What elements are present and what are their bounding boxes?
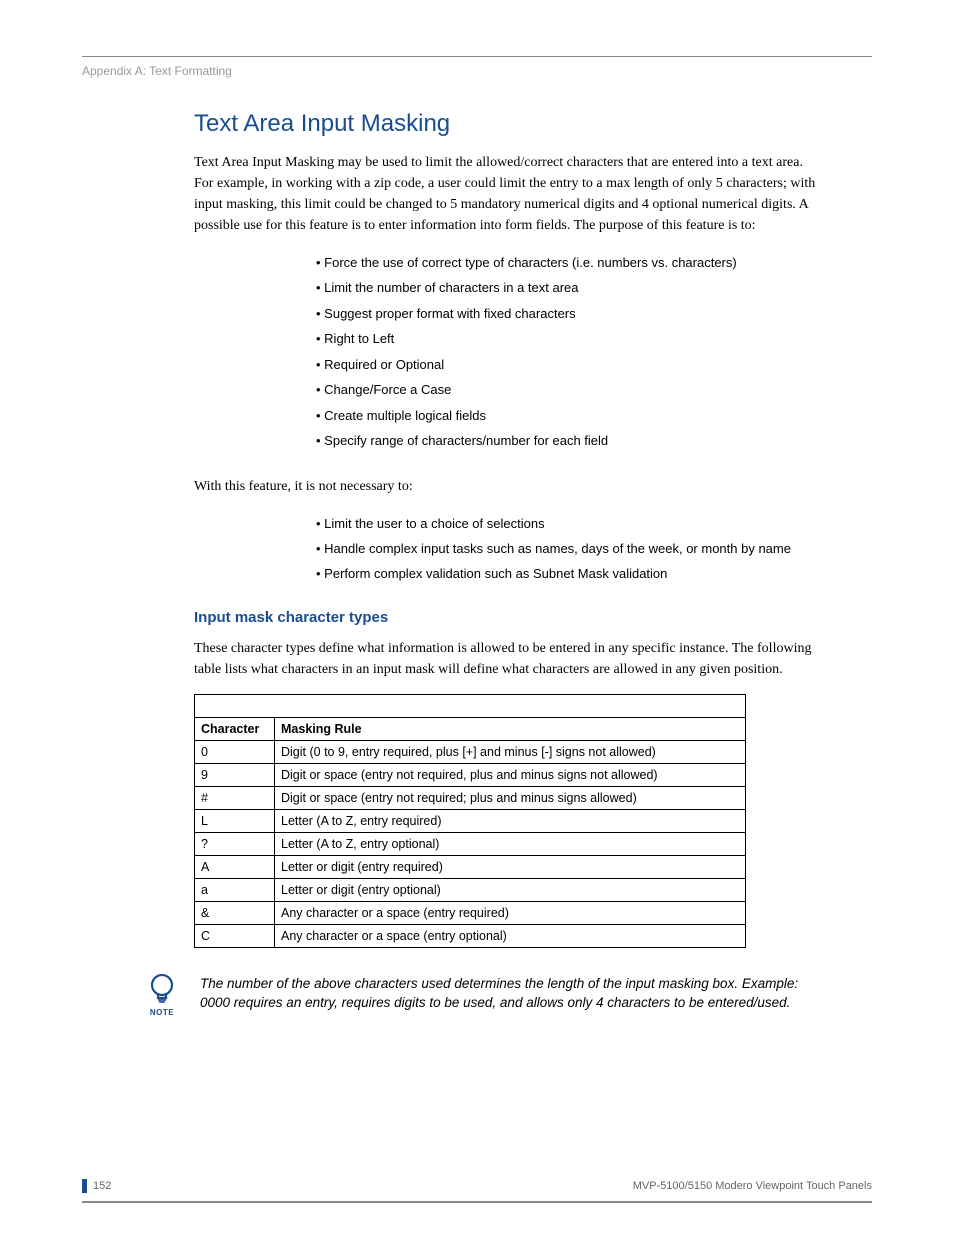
footer-left: 152 xyxy=(82,1179,111,1193)
cell-rule: Any character or a space (entry required… xyxy=(275,901,746,924)
list-item: Specify range of characters/number for e… xyxy=(316,428,824,453)
cell-char: ? xyxy=(195,832,275,855)
note-text: The number of the above characters used … xyxy=(200,972,824,1013)
list-item: Limit the user to a choice of selections xyxy=(316,511,824,536)
not-necessary-list: Limit the user to a choice of selections… xyxy=(316,511,824,587)
cell-rule: Digit or space (entry not required, plus… xyxy=(275,763,746,786)
bottom-rule xyxy=(82,1201,872,1203)
table-row: 9Digit or space (entry not required, plu… xyxy=(195,763,746,786)
note-block: NOTE The number of the above characters … xyxy=(142,972,824,1017)
footer-doc-title: MVP-5100/5150 Modero Viewpoint Touch Pan… xyxy=(633,1180,872,1192)
cell-rule: Any character or a space (entry optional… xyxy=(275,924,746,947)
subsection-intro: These character types define what inform… xyxy=(194,638,824,680)
list-item: Perform complex validation such as Subne… xyxy=(316,561,824,586)
cell-rule: Digit or space (entry not required; plus… xyxy=(275,786,746,809)
top-rule xyxy=(82,56,872,57)
table-row: aLetter or digit (entry optional) xyxy=(195,878,746,901)
table-header: Masking Rule xyxy=(275,717,746,740)
table-row: LLetter (A to Z, entry required) xyxy=(195,809,746,832)
list-item: Required or Optional xyxy=(316,352,824,377)
lightbulb-icon xyxy=(146,972,178,1006)
list-item: Right to Left xyxy=(316,326,824,351)
list-item: Handle complex input tasks such as names… xyxy=(316,536,824,561)
list-item: Limit the number of characters in a text… xyxy=(316,275,824,300)
list-item: Suggest proper format with fixed charact… xyxy=(316,301,824,326)
cell-rule: Letter (A to Z, entry required) xyxy=(275,809,746,832)
cell-char: # xyxy=(195,786,275,809)
page-title: Text Area Input Masking xyxy=(194,110,824,138)
not-necessary-intro: With this feature, it is not necessary t… xyxy=(194,476,824,497)
note-label: NOTE xyxy=(142,1008,182,1017)
table-row: 0Digit (0 to 9, entry required, plus [+]… xyxy=(195,740,746,763)
table-row: ALetter or digit (entry required) xyxy=(195,855,746,878)
page-number: 152 xyxy=(93,1180,111,1192)
character-types-table: Character Types Character Masking Rule 0… xyxy=(194,694,746,948)
list-item: Change/Force a Case xyxy=(316,377,824,402)
cell-char: L xyxy=(195,809,275,832)
cell-rule: Letter or digit (entry optional) xyxy=(275,878,746,901)
cell-char: 0 xyxy=(195,740,275,763)
cell-char: a xyxy=(195,878,275,901)
table-row: #Digit or space (entry not required; plu… xyxy=(195,786,746,809)
table-title: Character Types xyxy=(195,694,746,717)
cell-char: & xyxy=(195,901,275,924)
list-item: Create multiple logical fields xyxy=(316,403,824,428)
cell-char: 9 xyxy=(195,763,275,786)
cell-rule: Digit (0 to 9, entry required, plus [+] … xyxy=(275,740,746,763)
table-row: ?Letter (A to Z, entry optional) xyxy=(195,832,746,855)
breadcrumb: Appendix A: Text Formatting xyxy=(82,64,232,78)
footer-accent-bar xyxy=(82,1179,87,1193)
purpose-list: Force the use of correct type of charact… xyxy=(316,250,824,454)
note-icon-container: NOTE xyxy=(142,972,182,1017)
page-footer: 152 MVP-5100/5150 Modero Viewpoint Touch… xyxy=(82,1179,872,1193)
subsection-title: Input mask character types xyxy=(194,609,824,626)
cell-rule: Letter or digit (entry required) xyxy=(275,855,746,878)
cell-char: A xyxy=(195,855,275,878)
table-header: Character xyxy=(195,717,275,740)
intro-paragraph: Text Area Input Masking may be used to l… xyxy=(194,152,824,236)
table-row: CAny character or a space (entry optiona… xyxy=(195,924,746,947)
main-content: Text Area Input Masking Text Area Input … xyxy=(194,110,824,1017)
cell-rule: Letter (A to Z, entry optional) xyxy=(275,832,746,855)
list-item: Force the use of correct type of charact… xyxy=(316,250,824,275)
cell-char: C xyxy=(195,924,275,947)
table-row: &Any character or a space (entry require… xyxy=(195,901,746,924)
